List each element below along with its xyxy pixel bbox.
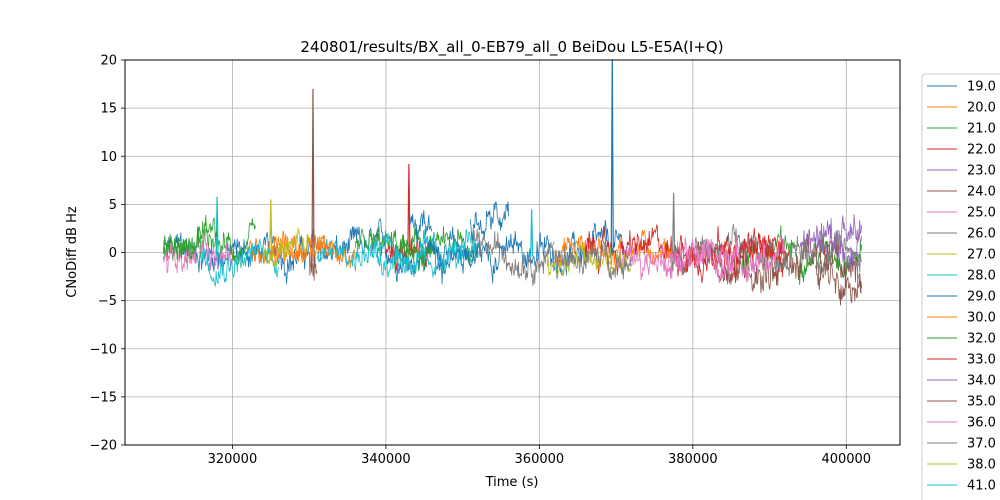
series-line xyxy=(799,214,862,265)
legend-label: 37.0 xyxy=(967,437,996,452)
legend: 19.0 20.0 21.0 22.0 23.0 24.0 25.0 26.0 27.0 28.0… xyxy=(921,73,1000,500)
series-line xyxy=(262,227,310,268)
series-line xyxy=(163,217,632,285)
series-42.0 xyxy=(423,239,479,275)
y-tick-label: 0 xyxy=(109,246,117,261)
legend-label: 19.0 xyxy=(967,80,996,95)
x-tick-label: 320000 xyxy=(208,452,258,467)
series-35.0 xyxy=(815,253,862,306)
y-axis: −20 −15 −10 −5 0 5 10 15 20 xyxy=(90,54,125,454)
y-tick-label: −5 xyxy=(98,294,117,309)
series-24.0 xyxy=(308,88,862,294)
series-line xyxy=(423,239,479,275)
legend-label: 41.0 xyxy=(967,479,996,494)
series-30.0 xyxy=(270,234,356,269)
y-tick-label: 5 xyxy=(109,198,117,213)
legend-label: 22.0 xyxy=(967,143,996,158)
series-line xyxy=(554,240,632,281)
series-line xyxy=(247,230,333,264)
chart-title: 240801/results/BX_all_0-EB79_all_0 BeiDo… xyxy=(300,38,723,57)
series-line xyxy=(815,253,862,306)
series-37.0 xyxy=(554,240,632,281)
y-tick-label: 15 xyxy=(100,102,117,117)
y-tick-label: −10 xyxy=(90,342,117,357)
x-tick-label: 340000 xyxy=(361,452,411,467)
series-spike xyxy=(215,196,219,257)
y-tick-label: −20 xyxy=(90,439,117,454)
series-29.0 xyxy=(408,201,510,244)
series-spike xyxy=(530,209,534,257)
legend-label: 23.0 xyxy=(967,164,996,179)
legend-label: 35.0 xyxy=(967,395,996,410)
series-36.0 xyxy=(661,232,786,283)
legend-label: 20.0 xyxy=(967,101,996,116)
series-line xyxy=(546,243,632,278)
series-line xyxy=(308,251,318,281)
series-41.0 xyxy=(316,229,479,278)
legend-box xyxy=(921,73,1000,500)
x-tick-label: 380000 xyxy=(668,452,718,467)
series-19.0 xyxy=(163,60,632,285)
series-line xyxy=(715,234,862,294)
series-line xyxy=(615,237,740,284)
legend-label: 21.0 xyxy=(967,122,996,137)
legend-label: 33.0 xyxy=(967,353,996,368)
series-spike xyxy=(269,199,273,250)
series-line xyxy=(270,234,356,269)
x-axis-label: Time (s) xyxy=(485,475,539,490)
x-tick-label: 400000 xyxy=(821,452,871,467)
series-34.0 xyxy=(815,218,862,271)
series-spike xyxy=(407,163,411,251)
x-axis: 320000 340000 360000 380000 400000 xyxy=(208,445,871,467)
series-line xyxy=(815,218,862,271)
series-spike xyxy=(672,192,676,253)
legend-label: 30.0 xyxy=(967,311,996,326)
legend-label: 29.0 xyxy=(967,290,996,305)
series-layer xyxy=(163,60,862,306)
legend-label: 26.0 xyxy=(967,227,996,242)
series-line xyxy=(661,232,786,283)
y-tick-label: −15 xyxy=(90,390,117,405)
series-line xyxy=(408,209,433,244)
series-23.0 xyxy=(799,214,862,265)
y-axis-label: CNoDiff dB Hz xyxy=(65,206,80,298)
legend-label: 25.0 xyxy=(967,206,996,221)
series-line xyxy=(554,229,678,269)
legend-label: 32.0 xyxy=(967,332,996,347)
legend-label: 27.0 xyxy=(967,248,996,263)
series-line xyxy=(469,201,510,242)
series-line xyxy=(163,214,218,260)
series-38.0 xyxy=(262,199,310,268)
series-27.0 xyxy=(546,243,632,278)
legend-label: 28.0 xyxy=(967,269,996,284)
x-tick-label: 360000 xyxy=(515,452,565,467)
y-tick-label: 10 xyxy=(100,150,117,165)
legend-label: 24.0 xyxy=(967,185,996,200)
y-tick-label: 20 xyxy=(100,54,117,69)
series-20.0 xyxy=(247,229,678,269)
series-spike xyxy=(610,60,614,253)
series-line xyxy=(201,239,279,287)
series-spike xyxy=(311,88,315,263)
legend-label: 34.0 xyxy=(967,374,996,389)
legend-label: 36.0 xyxy=(967,416,996,431)
legend-label: 38.0 xyxy=(967,458,996,473)
series-line xyxy=(316,229,479,278)
